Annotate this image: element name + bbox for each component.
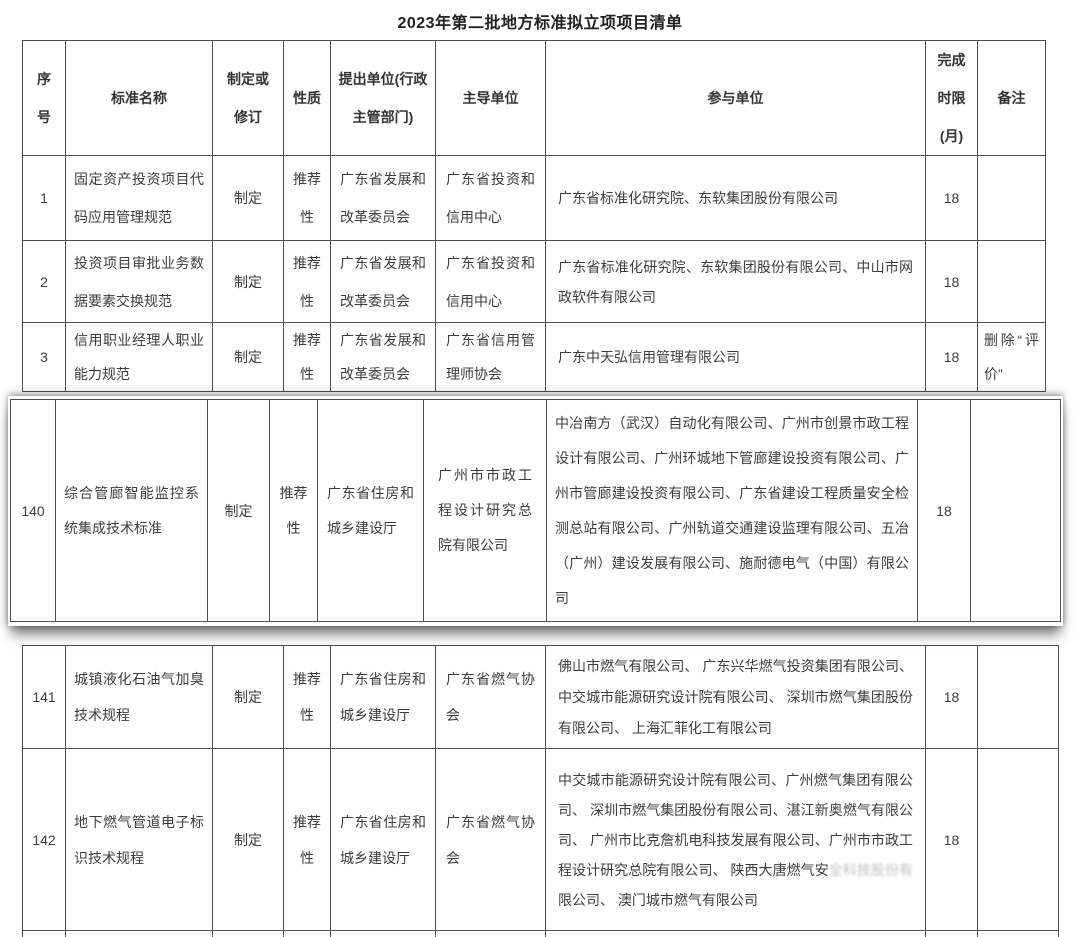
deadline-cell: 18 bbox=[917, 399, 971, 622]
leader-cell: 广东省投资和信用中心 bbox=[435, 155, 546, 241]
leader-cell: 广东省投资和信用中心 bbox=[435, 240, 546, 323]
proposer-cell: 广东省发展和改革委员会 bbox=[330, 240, 436, 323]
leader-cell: 广东省燃气协会 bbox=[435, 748, 546, 931]
table-row-1: 1 固定资产投资项目代码应用管理规范 制定 推荐性 广东省发展和改革委员会 广东… bbox=[22, 155, 1046, 241]
deadline-cell: 18 bbox=[925, 240, 978, 323]
deadline-cell: 18 bbox=[925, 748, 978, 931]
seq-cell: 140 bbox=[10, 399, 56, 622]
header-formulate-revise: 制定或修订 bbox=[212, 40, 284, 156]
standard-name-cell bbox=[65, 930, 213, 937]
header-nature: 性质 bbox=[283, 40, 331, 156]
nature-cell: 推荐性 bbox=[283, 748, 331, 931]
nature-label: 推荐性 bbox=[292, 332, 321, 382]
proposer-cell: 广东省发展和改革委员会 bbox=[330, 155, 436, 241]
formulate-cell: 制定 bbox=[212, 240, 284, 323]
nature-cell bbox=[283, 930, 331, 937]
nature-label: 推荐性 bbox=[292, 813, 321, 866]
table-row-3: 3 信用职业经理人职业能力规范 制定 推荐性 广东省发展和改革委员会 广东省信用… bbox=[22, 322, 1046, 392]
formulate-cell: 制定 bbox=[212, 748, 284, 931]
nature-label: 推荐性 bbox=[292, 254, 321, 309]
seq-cell bbox=[22, 930, 66, 937]
standard-name-cell: 信用职业经理人职业能力规范 bbox=[65, 322, 213, 392]
table-row-clipped bbox=[22, 930, 1059, 937]
proposer-cell: 广东省住房和城乡建设厅 bbox=[317, 399, 424, 622]
nature-label: 推荐性 bbox=[292, 671, 321, 723]
overlapping-snippet-row-140: 140 综合管廊智能监控系统集成技术标准 制定 推荐性 广东省住房和城乡建设厅 … bbox=[8, 396, 1063, 626]
header-seq: 序号 bbox=[22, 40, 66, 156]
table-row-140: 140 综合管廊智能监控系统集成技术标准 制定 推荐性 广东省住房和城乡建设厅 … bbox=[10, 399, 1061, 622]
standards-table-bottom: 141 城镇液化石油气加臭技术规程 制定 推荐性 广东省住房和城乡建设厅 广东省… bbox=[22, 645, 1059, 937]
participants-cell: 中冶南方（武汉）自动化有限公司、广州市创景市政工程设计有限公司、广州环城地下管廊… bbox=[546, 399, 918, 622]
remark-cell bbox=[970, 399, 1061, 622]
header-deadline: 完成时限(月) bbox=[925, 40, 978, 156]
participants-obscured-text: 全科技股份有 bbox=[828, 861, 914, 878]
formulate-cell bbox=[212, 930, 284, 937]
participants-cell: 佛山市燃气有限公司、 广东兴华燃气投资集团有限公司、中交城市能源研究设计院有限公… bbox=[545, 645, 926, 749]
participants-cell: 广东中天弘信用管理有限公司 bbox=[545, 322, 926, 392]
nature-label: 推荐性 bbox=[292, 171, 321, 225]
remark-cell bbox=[977, 155, 1046, 241]
participants-text: 限公司、 澳门城市燃气有限公司 bbox=[558, 891, 758, 908]
remark-cell: 删除“评价” bbox=[977, 322, 1046, 392]
participants-cell: 广东省标准化研究院、东软集团股份有限公司 bbox=[545, 155, 926, 241]
deadline-cell: 18 bbox=[925, 645, 978, 749]
header-leader: 主导单位 bbox=[435, 40, 546, 156]
participants-cell: 广东省标准化研究院、东软集团股份有限公司、中山市网政软件有限公司 bbox=[545, 240, 926, 323]
nature-cell: 推荐性 bbox=[283, 322, 331, 392]
formulate-cell: 制定 bbox=[212, 645, 284, 749]
nature-label: 推荐性 bbox=[279, 484, 308, 536]
proposer-cell bbox=[330, 930, 436, 937]
seq-cell: 1 bbox=[22, 155, 66, 241]
formulate-cell: 制定 bbox=[212, 155, 284, 241]
seq-cell: 2 bbox=[22, 240, 66, 323]
nature-cell: 推荐性 bbox=[283, 645, 331, 749]
page-title: 2023年第二批地方标准拟立项项目清单 bbox=[397, 15, 683, 32]
header-seq-label: 序号 bbox=[37, 71, 51, 125]
table-row-141: 141 城镇液化石油气加臭技术规程 制定 推荐性 广东省住房和城乡建设厅 广东省… bbox=[22, 645, 1059, 749]
header-participants: 参与单位 bbox=[545, 40, 926, 156]
deadline-cell bbox=[925, 930, 978, 937]
proposer-cell: 广东省发展和改革委员会 bbox=[330, 322, 436, 392]
header-deadline-label: 完成时限(月) bbox=[937, 52, 966, 144]
standards-table-middle: 140 综合管廊智能监控系统集成技术标准 制定 推荐性 广东省住房和城乡建设厅 … bbox=[10, 399, 1061, 622]
participants-text: 中交城市能源研究设计院有限公司、广州燃气集团有限公司、 深圳市燃气集团股份有限公… bbox=[558, 771, 913, 878]
standard-name-cell: 城镇液化石油气加臭技术规程 bbox=[65, 645, 213, 749]
seq-cell: 141 bbox=[22, 645, 66, 749]
proposer-cell: 广东省住房和城乡建设厅 bbox=[330, 748, 436, 931]
nature-cell: 推荐性 bbox=[283, 240, 331, 323]
remark-cell bbox=[977, 645, 1059, 749]
deadline-cell: 18 bbox=[925, 322, 978, 392]
standard-name-cell: 固定资产投资项目代码应用管理规范 bbox=[65, 155, 213, 241]
standards-table-top: 序号 标准名称 制定或修订 性质 提出单位(行政主管部门) 主导单位 参与单位 … bbox=[22, 40, 1046, 392]
table-header-row: 序号 标准名称 制定或修订 性质 提出单位(行政主管部门) 主导单位 参与单位 … bbox=[22, 40, 1046, 156]
nature-cell: 推荐性 bbox=[283, 155, 331, 241]
header-standard-name: 标准名称 bbox=[65, 40, 213, 156]
formulate-cell: 制定 bbox=[212, 322, 284, 392]
seq-cell: 3 bbox=[22, 322, 66, 392]
table-row-142: 142 地下燃气管道电子标识技术规程 制定 推荐性 广东省住房和城乡建设厅 广东… bbox=[22, 748, 1059, 931]
remark-cell bbox=[977, 930, 1059, 937]
table-row-2: 2 投资项目审批业务数据要素交换规范 制定 推荐性 广东省发展和改革委员会 广东… bbox=[22, 240, 1046, 323]
participants-cell bbox=[545, 930, 926, 937]
leader-cell bbox=[435, 930, 546, 937]
nature-cell: 推荐性 bbox=[269, 399, 318, 622]
seq-cell: 142 bbox=[22, 748, 66, 931]
standard-name-cell: 综合管廊智能监控系统集成技术标准 bbox=[55, 399, 208, 622]
remark-cell bbox=[977, 748, 1059, 931]
leader-cell: 广东省燃气协会 bbox=[435, 645, 546, 749]
leader-cell: 广东省信用管理师协会 bbox=[435, 322, 546, 392]
remark-cell bbox=[977, 240, 1046, 323]
standard-name-cell: 地下燃气管道电子标识技术规程 bbox=[65, 748, 213, 931]
formulate-cell: 制定 bbox=[207, 399, 270, 622]
header-formulate-label: 制定或修订 bbox=[226, 71, 269, 125]
standard-name-cell: 投资项目审批业务数据要素交换规范 bbox=[65, 240, 213, 323]
header-proposer-label: 提出单位(行政主管部门) bbox=[338, 71, 428, 125]
deadline-cell: 18 bbox=[925, 155, 978, 241]
leader-cell: 广州市市政工程设计研究总院有限公司 bbox=[423, 399, 547, 622]
proposer-cell: 广东省住房和城乡建设厅 bbox=[330, 645, 436, 749]
header-proposer: 提出单位(行政主管部门) bbox=[330, 40, 436, 156]
header-remark: 备注 bbox=[977, 40, 1046, 156]
participants-cell: 中交城市能源研究设计院有限公司、广州燃气集团有限公司、 深圳市燃气集团股份有限公… bbox=[545, 748, 926, 931]
